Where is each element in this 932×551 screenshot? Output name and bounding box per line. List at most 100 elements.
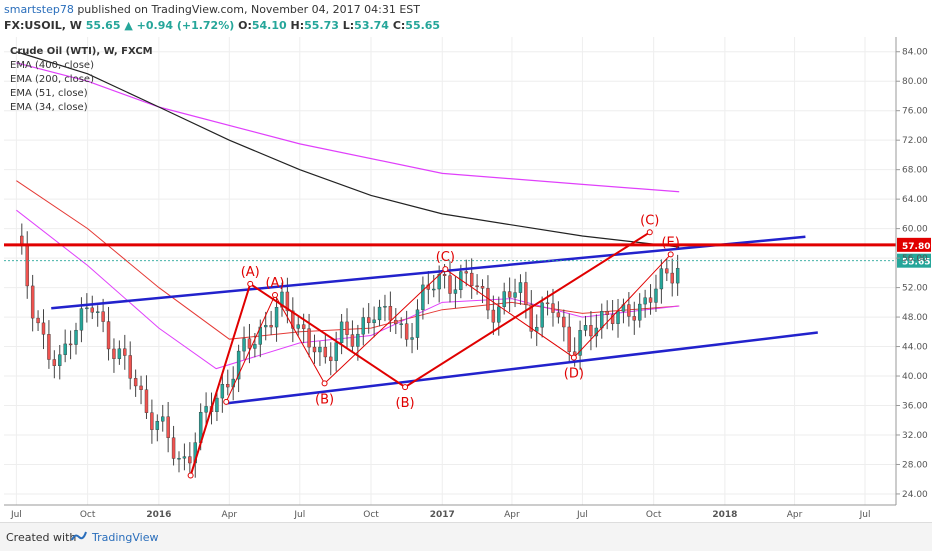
candle-body — [556, 312, 561, 318]
symbol-label: FX:USOIL, W — [4, 19, 82, 32]
candle-body — [507, 291, 512, 298]
inner-wave-point — [321, 380, 328, 387]
x-tick-label: Jul — [859, 510, 871, 520]
y-tick-label: 52.00 — [902, 284, 928, 294]
inner-wave-point — [442, 266, 449, 273]
channel-upper-line — [51, 235, 806, 310]
candle-body — [361, 317, 365, 335]
x-tick-label: Oct — [363, 510, 379, 520]
candle-body — [161, 416, 165, 422]
candle-body — [307, 328, 311, 348]
candle-body — [410, 337, 414, 340]
candle-body — [464, 271, 468, 274]
candle-body — [356, 333, 360, 347]
y-tick-label: 76.00 — [902, 107, 928, 117]
y-tick-label: 32.00 — [902, 431, 928, 441]
x-tick-label: Jul — [10, 510, 22, 520]
y-tick-label: 60.00 — [902, 225, 928, 235]
ohlc-line: FX:USOIL, W 55.65 ▲ +0.94 (+1.72%) O:54.… — [4, 19, 440, 32]
publish-info: published on TradingView.com, November 0… — [77, 3, 421, 16]
x-tick-label: Jul — [293, 510, 305, 520]
candle-body — [155, 421, 160, 430]
candle-body — [383, 306, 387, 308]
legend-title: Crude Oil (WTI), W, FXCM — [10, 46, 153, 57]
ema-51-line — [16, 180, 680, 340]
y-tick-label: 44.00 — [902, 343, 928, 353]
candle-body — [74, 329, 78, 345]
price-change: +0.94 (+1.72%) — [136, 19, 235, 32]
candle-body — [366, 317, 371, 324]
candle-body — [177, 457, 181, 460]
candle-body — [654, 288, 658, 303]
chart-grid — [4, 37, 896, 505]
primary-wave-point — [646, 229, 653, 236]
candle-body — [350, 334, 355, 347]
candle-body — [643, 297, 647, 305]
candle-body — [399, 323, 403, 325]
chart-header: smartstep78 published on TradingView.com… — [0, 0, 932, 34]
x-tick-label: Oct — [80, 510, 96, 520]
candle-body — [535, 326, 539, 332]
candle-body — [150, 412, 154, 430]
candle-body — [296, 324, 300, 329]
candle-body — [188, 456, 192, 464]
candle-body — [318, 346, 322, 353]
candle-body — [41, 322, 46, 335]
candle-body — [437, 274, 441, 290]
legend-ema34[interactable]: EMA (34, close) — [10, 102, 88, 113]
candle-body — [269, 325, 273, 328]
legend-ema51[interactable]: EMA (51, close) — [10, 88, 88, 99]
candle-body — [25, 245, 29, 287]
candle-body — [372, 319, 376, 324]
candle-body — [204, 406, 208, 413]
x-tick-label: 2016 — [146, 510, 171, 520]
y-tick-label: 72.00 — [902, 136, 928, 146]
y-tick-label: 80.00 — [902, 77, 928, 87]
candle-body — [502, 291, 506, 307]
inner-wave — [225, 254, 672, 403]
x-tick-label: Oct — [646, 510, 662, 520]
primary-wave-label: (A) — [241, 265, 260, 280]
candle-body — [128, 355, 132, 379]
x-tick-label: Jul — [576, 510, 588, 520]
legend-ema400[interactable]: EMA (400, close) — [10, 60, 94, 71]
author-link[interactable]: smartstep78 — [4, 3, 74, 16]
y-tick-label: 24.00 — [902, 490, 928, 500]
x-tick-label: Apr — [504, 510, 520, 520]
candle-body — [404, 323, 409, 340]
resistance-price-label: 57.80 — [902, 242, 930, 252]
open-label: O: — [238, 19, 252, 32]
high-label: H: — [290, 19, 305, 32]
primary-wave-label: (B) — [396, 396, 415, 411]
candle-body — [85, 307, 89, 310]
primary-wave-point — [247, 280, 254, 287]
candle-body — [675, 267, 680, 284]
last-price: 55.65 — [85, 19, 121, 32]
candle-body — [236, 350, 241, 380]
candle-body — [58, 354, 62, 366]
candle-body — [659, 268, 664, 290]
tradingview-link[interactable]: TradingView — [92, 531, 159, 544]
candle-body — [415, 309, 420, 338]
candle-body — [345, 321, 349, 335]
candle-body — [480, 286, 485, 289]
legend-ema200[interactable]: EMA (200, close) — [10, 74, 94, 85]
candle-body — [394, 319, 398, 324]
candle-body — [133, 378, 138, 387]
x-tick-label: 2017 — [430, 510, 455, 520]
inner-wave-point — [667, 251, 674, 258]
candle-body — [123, 348, 127, 356]
inner-wave-label: (A) — [265, 276, 284, 291]
primary-wave-point — [187, 472, 194, 479]
close-value: 55.65 — [405, 19, 441, 32]
channel-lower-line — [226, 331, 818, 405]
candle-body — [469, 272, 474, 287]
last-price-label: 55.65 — [902, 258, 930, 268]
candle-body — [182, 456, 187, 459]
candle-body — [166, 416, 170, 438]
inner-wave-point — [223, 398, 230, 405]
candle-body — [274, 307, 279, 328]
candle-body — [377, 306, 382, 321]
y-tick-label: 36.00 — [902, 402, 928, 412]
